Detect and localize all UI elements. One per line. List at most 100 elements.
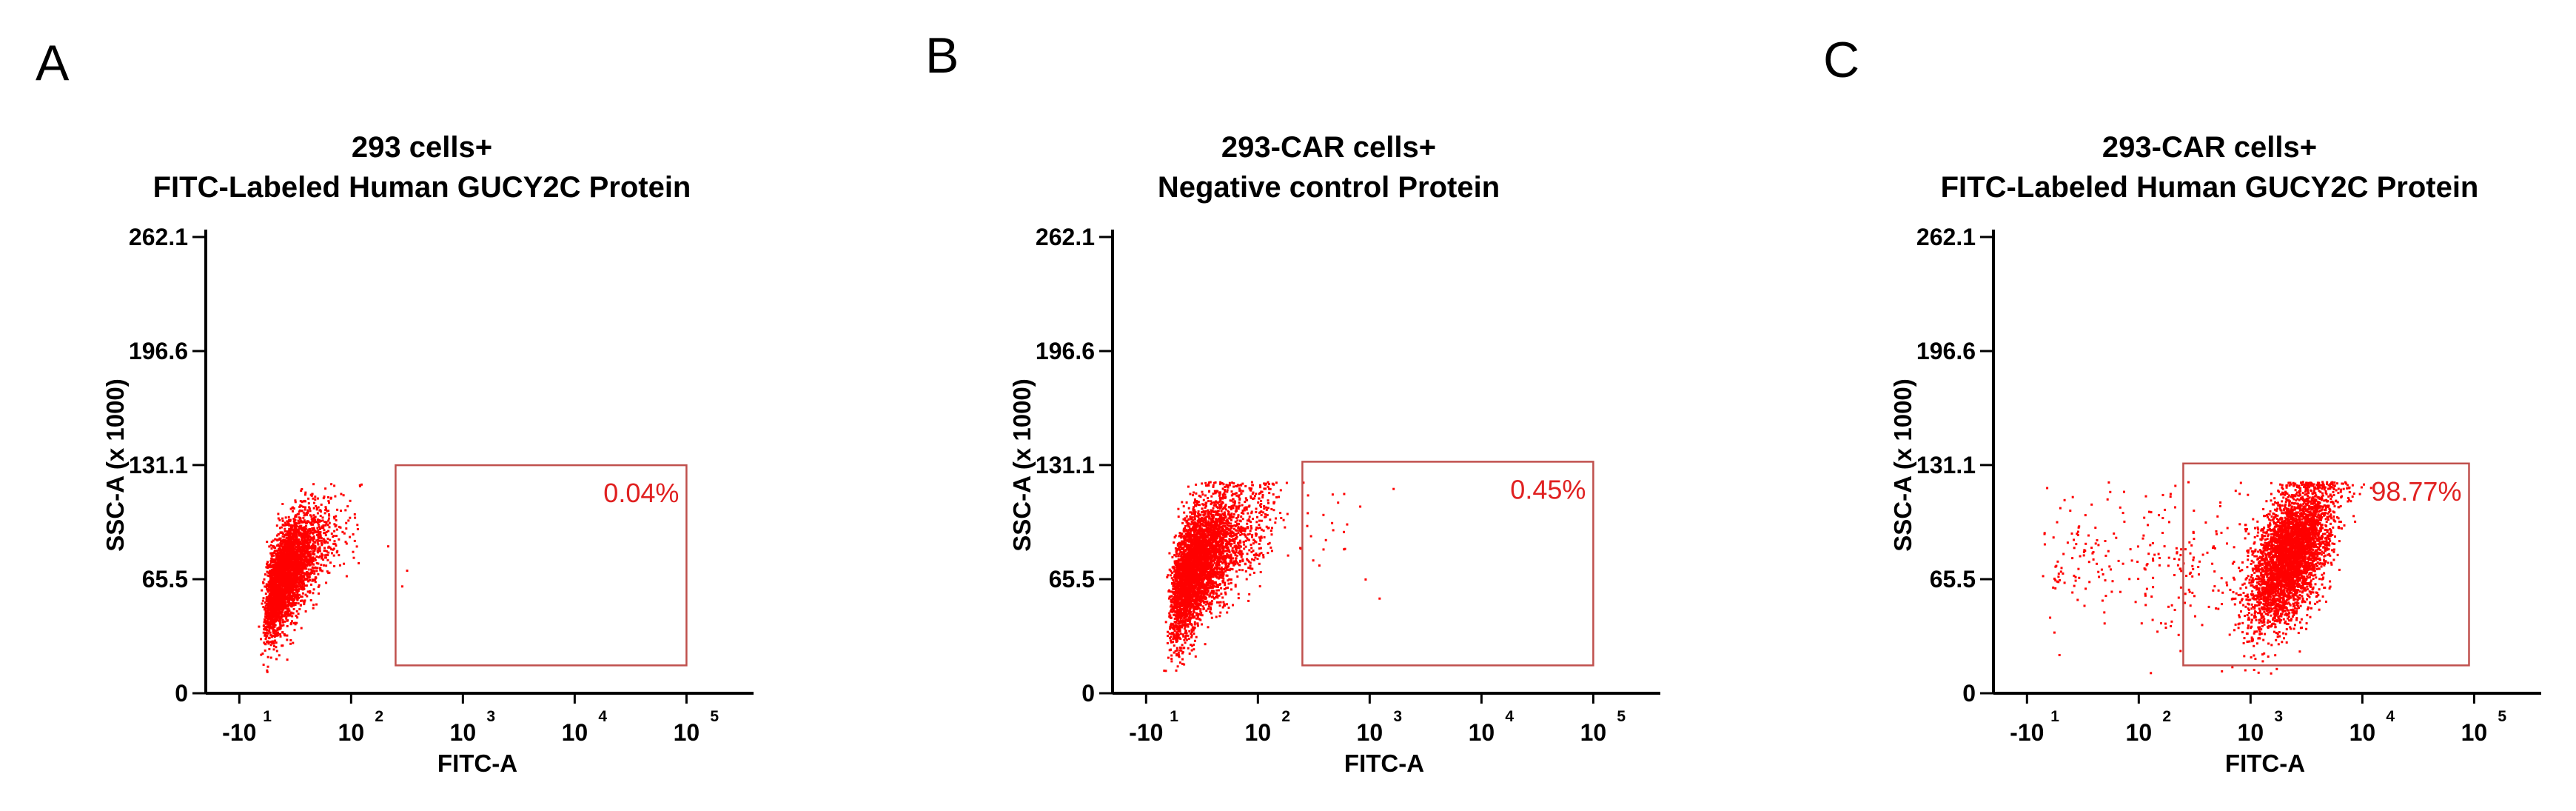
data-point [1193, 498, 1196, 501]
data-point [284, 521, 286, 524]
data-point [273, 563, 276, 566]
data-point [278, 618, 281, 621]
data-point [325, 556, 327, 559]
data-point [277, 533, 280, 535]
data-point [345, 521, 348, 524]
data-point [288, 591, 291, 594]
data-point [318, 539, 321, 542]
data-point [290, 538, 293, 541]
data-point [266, 585, 269, 587]
data-point [292, 566, 295, 569]
data-point [1263, 482, 1266, 485]
data-point [305, 573, 308, 576]
data-point [264, 643, 267, 646]
y-tick-label: 196.6 [1036, 338, 1095, 364]
data-point [289, 576, 292, 579]
data-point [312, 550, 315, 553]
data-point [322, 524, 325, 527]
data-point [273, 618, 276, 621]
data-point [278, 602, 281, 604]
data-point [295, 575, 298, 578]
data-point [1267, 527, 1269, 530]
data-point [1207, 587, 1210, 589]
data-point [281, 564, 284, 567]
data-point [303, 542, 306, 545]
data-point [264, 610, 267, 613]
data-point [1199, 610, 1202, 613]
data-point [281, 548, 284, 551]
data-point [292, 592, 295, 595]
data-point [271, 605, 274, 608]
data-point [400, 585, 403, 588]
panel-letter-c: C [1823, 32, 1859, 88]
data-point [335, 528, 338, 531]
data-point [321, 555, 323, 558]
data-point [292, 570, 295, 573]
data-point [284, 610, 287, 613]
data-point [284, 573, 287, 576]
data-point [284, 570, 286, 573]
data-point [286, 563, 289, 566]
data-point [271, 555, 273, 558]
data-point [275, 595, 278, 598]
data-point [317, 506, 320, 509]
data-point [323, 540, 326, 543]
data-point [276, 629, 279, 632]
data-point [277, 556, 280, 559]
data-point [286, 545, 289, 547]
data-point [286, 619, 289, 622]
data-point [343, 562, 346, 565]
data-point [1284, 526, 1287, 529]
data-point [1170, 641, 1173, 644]
data-point [299, 599, 302, 602]
data-point [286, 568, 289, 571]
data-point [276, 598, 278, 601]
data-point [312, 553, 315, 555]
data-point [1238, 569, 1241, 572]
data-point [281, 610, 284, 613]
data-point [269, 594, 272, 597]
data-point [282, 582, 285, 585]
data-point [356, 524, 359, 527]
data-point [1164, 670, 1167, 673]
data-point [278, 555, 281, 558]
data-point [279, 564, 282, 567]
data-point [283, 597, 286, 600]
data-point [305, 541, 308, 544]
data-point [1267, 485, 1269, 488]
data-point [296, 616, 299, 619]
data-point [272, 632, 275, 635]
data-point [315, 504, 318, 507]
data-point [273, 558, 276, 561]
data-point [271, 615, 274, 618]
data-point [321, 557, 323, 560]
data-point [1198, 613, 1200, 615]
data-point [303, 582, 305, 585]
data-point [1246, 537, 1249, 540]
data-point [277, 575, 280, 578]
data-point [290, 543, 293, 546]
y-tick-label: 65.5 [1049, 566, 1095, 593]
data-point [1181, 613, 1184, 616]
data-point [269, 544, 272, 547]
data-point [272, 539, 275, 542]
data-point [292, 581, 295, 584]
data-point [300, 595, 302, 598]
data-point [1233, 502, 1236, 505]
data-point [258, 625, 261, 628]
data-point [345, 527, 348, 530]
data-point [282, 579, 285, 582]
x-tick-label: 10 [1357, 719, 1383, 746]
data-point [274, 547, 277, 549]
data-point [278, 567, 281, 570]
data-point [303, 514, 306, 517]
data-point [269, 552, 272, 555]
data-point [323, 529, 326, 532]
data-point [317, 523, 320, 526]
x-tick-exponent: 3 [486, 708, 495, 725]
data-point [274, 607, 277, 610]
data-point [1210, 616, 1213, 619]
data-point [291, 604, 294, 607]
data-point [311, 529, 314, 532]
data-point [1247, 518, 1250, 521]
